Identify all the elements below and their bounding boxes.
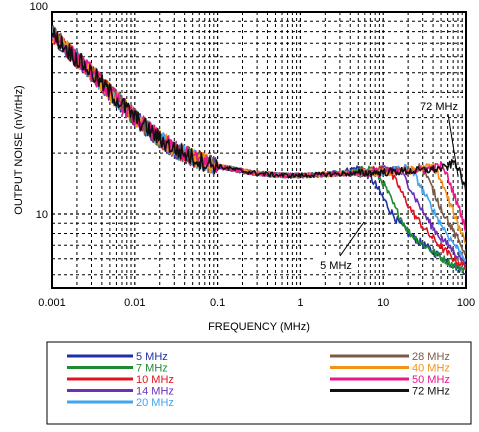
x-axis-label: FREQUENCY (MHz) bbox=[208, 321, 310, 333]
y-axis-label: OUTPUT NOISE (nV/rtHz) bbox=[13, 85, 25, 214]
annotation-layer: 72 MHz 5 MHz bbox=[314, 98, 463, 272]
x-tick-label: 10 bbox=[377, 297, 389, 309]
legend-label: 5 MHz bbox=[136, 351, 168, 363]
annotation-label: 72 MHz bbox=[420, 101, 458, 113]
plot-frame bbox=[51, 11, 467, 289]
annotation-label: 5 MHz bbox=[320, 260, 352, 272]
annotation-bg bbox=[415, 98, 463, 113]
legend-label: 10 MHz bbox=[136, 374, 174, 386]
x-tick-label: 0.01 bbox=[124, 297, 145, 309]
x-tick-label: 0.1 bbox=[210, 297, 225, 309]
annotation-leader bbox=[447, 113, 459, 177]
legend-label: 40 MHz bbox=[412, 363, 450, 375]
legend-label: 28 MHz bbox=[412, 351, 450, 363]
x-tick-label: 1 bbox=[297, 297, 303, 309]
annotation-leader bbox=[339, 221, 365, 257]
series-line-8 bbox=[52, 27, 466, 193]
legend-label: 50 MHz bbox=[412, 374, 450, 386]
x-tick-label: 0.001 bbox=[38, 297, 66, 309]
series-layer bbox=[52, 25, 466, 276]
x-tick-label: 100 bbox=[457, 297, 475, 309]
legend-label: 14 MHz bbox=[136, 386, 174, 398]
legend-box bbox=[46, 341, 472, 425]
y-tick-label: 100 bbox=[30, 1, 48, 13]
tick-layer: 0.001 0.01 0.1 1 10 100 10 100 bbox=[30, 1, 476, 309]
legend-label: 72 MHz bbox=[412, 386, 450, 398]
legend-label: 7 MHz bbox=[136, 363, 168, 375]
annotation-bg bbox=[314, 257, 358, 272]
y-tick-label: 10 bbox=[36, 209, 48, 221]
legend-label: 20 MHz bbox=[136, 397, 174, 409]
